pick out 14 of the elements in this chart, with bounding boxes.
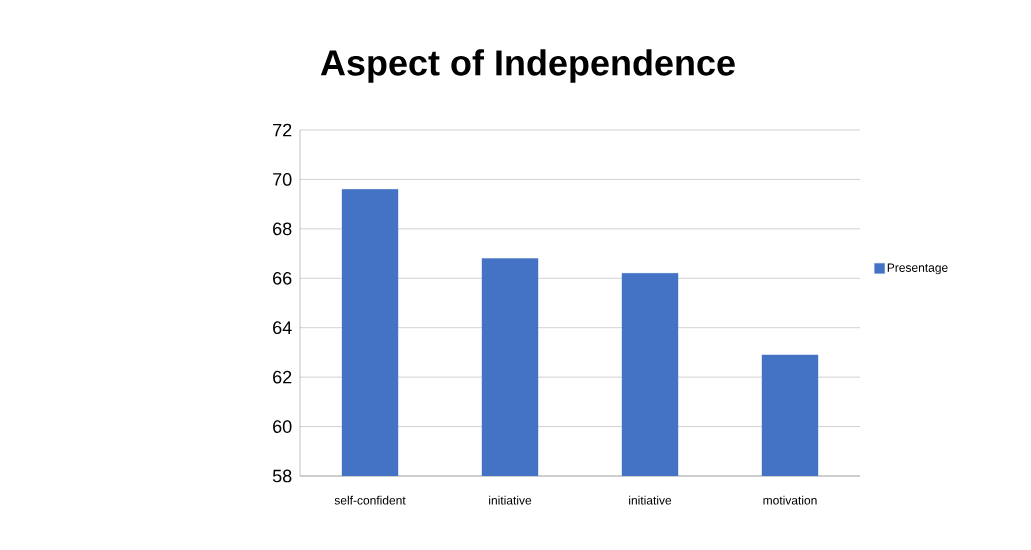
y-tick-label: 68 bbox=[273, 222, 292, 236]
x-tick-label: self-confident bbox=[334, 495, 406, 505]
y-tick-label: 62 bbox=[273, 370, 292, 384]
y-tick-label: 72 bbox=[273, 123, 292, 137]
x-tick-label: motivation bbox=[763, 495, 817, 505]
chart-title: Aspect of Independence bbox=[320, 49, 735, 83]
y-tick-label: 60 bbox=[273, 420, 292, 433]
legend-label: Presentage bbox=[887, 263, 948, 275]
x-tick-label: initiative bbox=[489, 495, 532, 505]
x-tick-label: initiative bbox=[629, 495, 672, 505]
y-tick-label: 64 bbox=[273, 321, 292, 335]
y-tick-label: 66 bbox=[273, 271, 292, 285]
y-tick-label: 70 bbox=[273, 173, 292, 186]
y-tick-label: 58 bbox=[272, 469, 292, 483]
